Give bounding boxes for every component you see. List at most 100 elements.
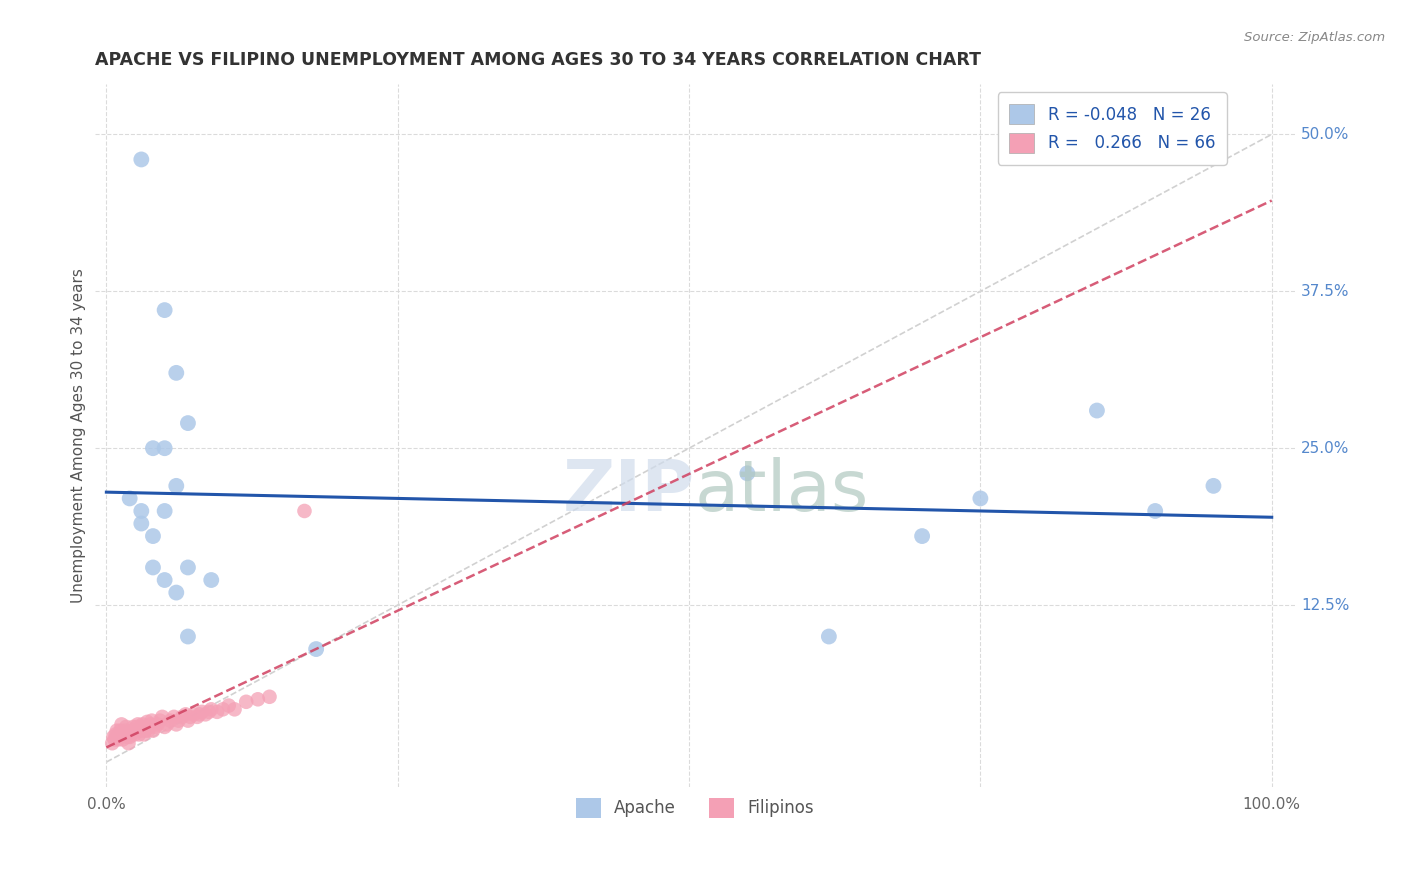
Point (177, 416, 200, 430)
Point (174, 707, 197, 722)
Point (143, 720, 166, 734)
Point (122, 720, 145, 734)
Point (259, 690, 281, 704)
Point (200, 702, 222, 716)
Text: Source: ZipAtlas.com: Source: ZipAtlas.com (1244, 31, 1385, 45)
Point (153, 441, 176, 455)
Point (121, 723, 143, 738)
Point (138, 720, 160, 734)
Point (186, 710, 208, 724)
Point (136, 714, 159, 729)
Point (153, 573, 176, 587)
Point (115, 720, 138, 734)
Text: 12.5%: 12.5% (1301, 598, 1350, 613)
Y-axis label: Unemployment Among Ages 30 to 34 years: Unemployment Among Ages 30 to 34 years (72, 268, 86, 603)
Point (105, 723, 128, 738)
Point (198, 705, 221, 719)
Point (165, 366, 187, 380)
Point (212, 702, 235, 716)
Text: ZIP: ZIP (562, 458, 695, 526)
Point (205, 705, 228, 719)
Point (172, 710, 194, 724)
Point (305, 642, 328, 657)
Point (110, 717, 132, 731)
Point (294, 504, 316, 518)
Text: 0.0%: 0.0% (87, 797, 125, 813)
Point (200, 573, 222, 587)
Text: APACHE VS FILIPINO UNEMPLOYMENT AMONG AGES 30 TO 34 YEARS CORRELATION CHART: APACHE VS FILIPINO UNEMPLOYMENT AMONG AG… (94, 51, 981, 69)
Point (117, 730, 139, 744)
Point (132, 727, 155, 741)
Point (235, 695, 257, 709)
Point (159, 714, 181, 728)
Point (167, 714, 190, 728)
Point (818, 630, 841, 644)
Point (103, 730, 125, 744)
Point (120, 727, 142, 741)
Point (131, 720, 153, 734)
Point (107, 730, 129, 744)
Text: 50.0%: 50.0% (1301, 127, 1350, 142)
Legend: Apache, Filipinos: Apache, Filipinos (569, 791, 821, 824)
Point (191, 705, 214, 719)
Point (124, 727, 146, 741)
Point (142, 529, 165, 543)
Point (125, 720, 148, 734)
Point (177, 714, 200, 728)
Point (117, 736, 139, 750)
Point (114, 723, 136, 738)
Point (104, 727, 127, 741)
Point (136, 723, 159, 738)
Point (1085, 403, 1108, 417)
Point (129, 723, 152, 738)
Point (111, 732, 134, 747)
Point (183, 707, 205, 722)
Text: 37.5%: 37.5% (1301, 284, 1350, 299)
Point (110, 723, 132, 738)
Point (107, 732, 129, 747)
Point (146, 717, 169, 731)
Point (112, 727, 135, 741)
Point (165, 585, 187, 599)
Point (131, 153, 153, 167)
Text: 100.0%: 100.0% (1243, 797, 1301, 813)
Point (131, 717, 153, 731)
Point (135, 720, 157, 734)
Point (177, 560, 200, 574)
Point (142, 723, 165, 738)
Text: atlas: atlas (695, 458, 869, 526)
Point (179, 710, 201, 724)
Point (1202, 479, 1225, 493)
Point (150, 710, 173, 724)
Point (108, 727, 131, 741)
Point (118, 491, 141, 506)
Point (139, 717, 162, 731)
Point (1144, 504, 1167, 518)
Point (218, 698, 240, 713)
Point (142, 560, 165, 574)
Point (142, 441, 165, 455)
Point (737, 467, 759, 481)
Point (101, 736, 124, 750)
Point (188, 707, 211, 722)
Point (156, 717, 179, 731)
Point (103, 732, 125, 747)
Point (131, 516, 153, 531)
Point (969, 491, 991, 506)
Point (149, 714, 172, 728)
Point (153, 303, 176, 318)
Point (153, 720, 176, 734)
Point (224, 702, 246, 716)
Point (134, 723, 156, 738)
Point (131, 504, 153, 518)
Point (118, 730, 141, 744)
Text: 25.0%: 25.0% (1301, 441, 1350, 456)
Point (127, 717, 149, 731)
Point (165, 479, 187, 493)
Point (128, 727, 150, 741)
Point (194, 707, 217, 722)
Point (163, 710, 186, 724)
Point (124, 723, 146, 738)
Point (911, 529, 934, 543)
Point (165, 717, 187, 731)
